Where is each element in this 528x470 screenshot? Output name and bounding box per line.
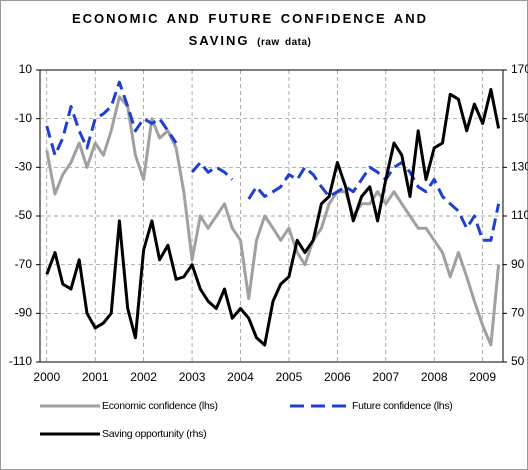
- line-series: [45, 95, 501, 347]
- y-tick-label: -10: [15, 111, 33, 125]
- y-tick-label: -50: [15, 208, 33, 222]
- line-series: [45, 80, 501, 242]
- plot-area: [39, 69, 504, 363]
- y2-tick-label: 150: [511, 111, 528, 125]
- legend-label: Economic confidence (lhs): [102, 400, 218, 412]
- x-tick-label: 2000: [33, 370, 60, 384]
- x-tick-label: 2006: [324, 370, 351, 384]
- x-tick-label: 2007: [372, 370, 399, 384]
- chart-subtitle: (raw data): [257, 37, 312, 48]
- y2-tick-label: 50: [511, 354, 525, 368]
- y2-tick-label: 130: [511, 160, 528, 174]
- chart-title: ECONOMIC AND FUTURE CONFIDENCE AND SAVIN…: [72, 11, 428, 48]
- y-tick-label: -110: [9, 354, 32, 368]
- y-tick-label: -70: [15, 257, 33, 271]
- y-tick-label: -30: [15, 160, 33, 174]
- y2-tick-label: 90: [511, 257, 525, 271]
- y2-tick-label: 110: [511, 208, 528, 222]
- chart-title-block: ECONOMIC AND FUTURE CONFIDENCE AND SAVIN…: [70, 8, 430, 54]
- x-tick-label: 2004: [227, 370, 254, 384]
- y2-tick-label: 70: [511, 306, 525, 320]
- x-tick-label: 2001: [82, 370, 109, 384]
- legend-label: Future confidence (lhs): [352, 400, 452, 412]
- line-series: [45, 88, 501, 347]
- y-tick-label: 10: [19, 62, 33, 76]
- y-tick-label: -90: [15, 306, 33, 320]
- x-tick-label: 2009: [469, 370, 496, 384]
- y2-tick-label: 170: [511, 62, 528, 76]
- legend-label: Saving opportunity (rhs): [102, 428, 206, 440]
- x-tick-label: 2008: [421, 370, 448, 384]
- x-tick-label: 2002: [130, 370, 157, 384]
- x-tick-label: 2003: [179, 370, 206, 384]
- x-tick-label: 2005: [276, 370, 303, 384]
